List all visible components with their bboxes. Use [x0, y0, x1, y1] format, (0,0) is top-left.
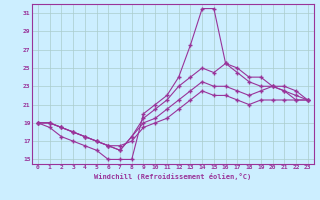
X-axis label: Windchill (Refroidissement éolien,°C): Windchill (Refroidissement éolien,°C) [94, 173, 252, 180]
